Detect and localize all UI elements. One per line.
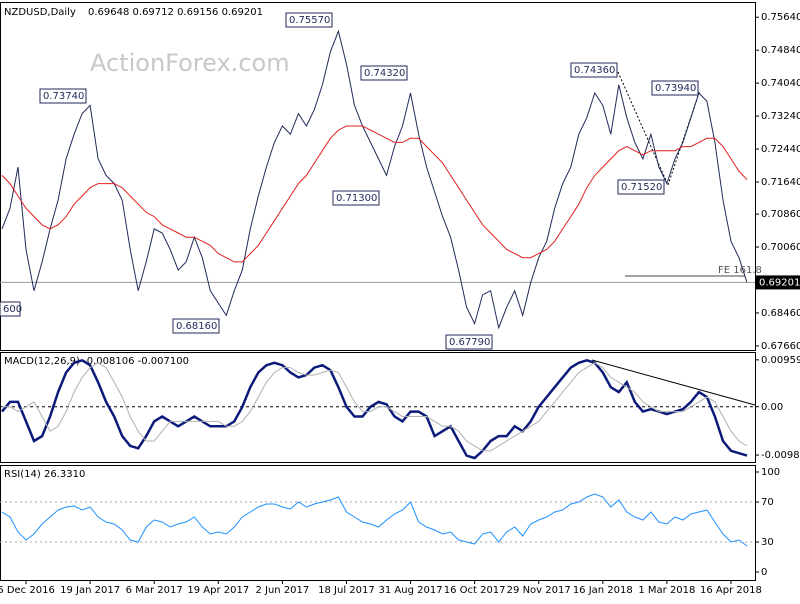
y-tick-label: 0.009591 [761,355,800,366]
panel-title: RSI(14) 26.3310 [4,469,85,480]
panel-frame [0,465,756,581]
annotation-box [445,334,493,350]
y-tick-label: 100 [761,467,780,478]
fib-line [617,71,669,186]
y-tick-label: 0.70060 [761,242,800,253]
annotation-label: 0.71300 [336,193,377,204]
y-tick-label: -0.009879 [761,450,800,461]
x-tick-label: 2 Jun 2017 [255,585,309,596]
panel-title: MACD(12,26,9) -0.008106 -0.007100 [4,356,189,367]
current-price-box [756,275,800,290]
annotation-box [360,65,408,81]
y-tick-label: 70 [761,497,774,508]
x-tick-label: 31 Aug 2017 [379,585,443,596]
x-tick-label: 19 Apr 2017 [187,585,249,596]
current-price-label: 0.69201 [759,277,800,288]
annotation-label: 0.73740 [43,91,84,102]
x-tick-label: 16 Apr 2018 [700,585,762,596]
annotation-box [285,12,333,28]
y-tick-label: 30 [761,537,774,548]
y-tick-label: 0.70860 [761,209,800,220]
annotation-label: 0.75570 [289,15,330,26]
series-line [2,362,748,452]
annotation-box [332,190,380,206]
panel-title: NZDUSD,Daily [4,7,76,18]
watermark: ActionForex.com [90,49,290,77]
x-tick-label: 6 Dec 2016 [0,585,55,596]
series-line [1,493,748,547]
annotation-label: 0.67790 [449,337,490,348]
y-tick-label: 0.75640 [761,12,800,23]
x-tick-label: 18 Jul 2017 [318,585,375,596]
x-tick-label: 6 Mar 2017 [126,585,183,596]
annotation-label: 600 [3,304,22,315]
x-tick-label: 29 Nov 2017 [507,585,571,596]
y-tick-label: 0.71640 [761,177,800,188]
ohlc-values: 0.69648 0.69712 0.69156 0.69201 [88,7,263,18]
annotation-box [617,179,665,195]
x-tick-label: 19 Jan 2017 [60,585,120,596]
macd-trendline [591,359,756,406]
y-tick-label: 0.73240 [761,111,800,122]
y-tick-label: 0 [761,567,767,578]
series-line [1,125,748,263]
annotation-box [651,80,699,96]
annotation-label: FE 161.8 [718,265,762,276]
annotation-box [39,88,87,104]
y-tick-label: 0.72440 [761,144,800,155]
x-tick-label: 16 Oct 2017 [444,585,506,596]
x-tick-label: 1 Mar 2018 [638,585,695,596]
x-tick-label: 16 Jan 2018 [573,585,633,596]
panel-frame [0,352,756,463]
annotation-box [172,318,220,334]
series-line [1,358,748,460]
panel-frame [0,2,756,351]
annotation-label: 0.73940 [655,83,696,94]
y-tick-label: 0.74840 [761,45,800,56]
annotation-box [0,301,21,317]
y-tick-label: 0.74040 [761,78,800,89]
fib-line [667,89,701,186]
annotation-label: 0.68160 [176,321,217,332]
annotation-box [570,62,618,78]
annotation-label: 0.71520 [621,182,662,193]
y-tick-label: 0.68460 [761,308,800,319]
series-line [1,29,748,330]
annotation-label: 0.74360 [574,65,615,76]
y-tick-label: 0.67660 [761,341,800,352]
y-tick-label: 0.00 [761,402,783,413]
annotation-label: 0.74320 [364,68,405,79]
